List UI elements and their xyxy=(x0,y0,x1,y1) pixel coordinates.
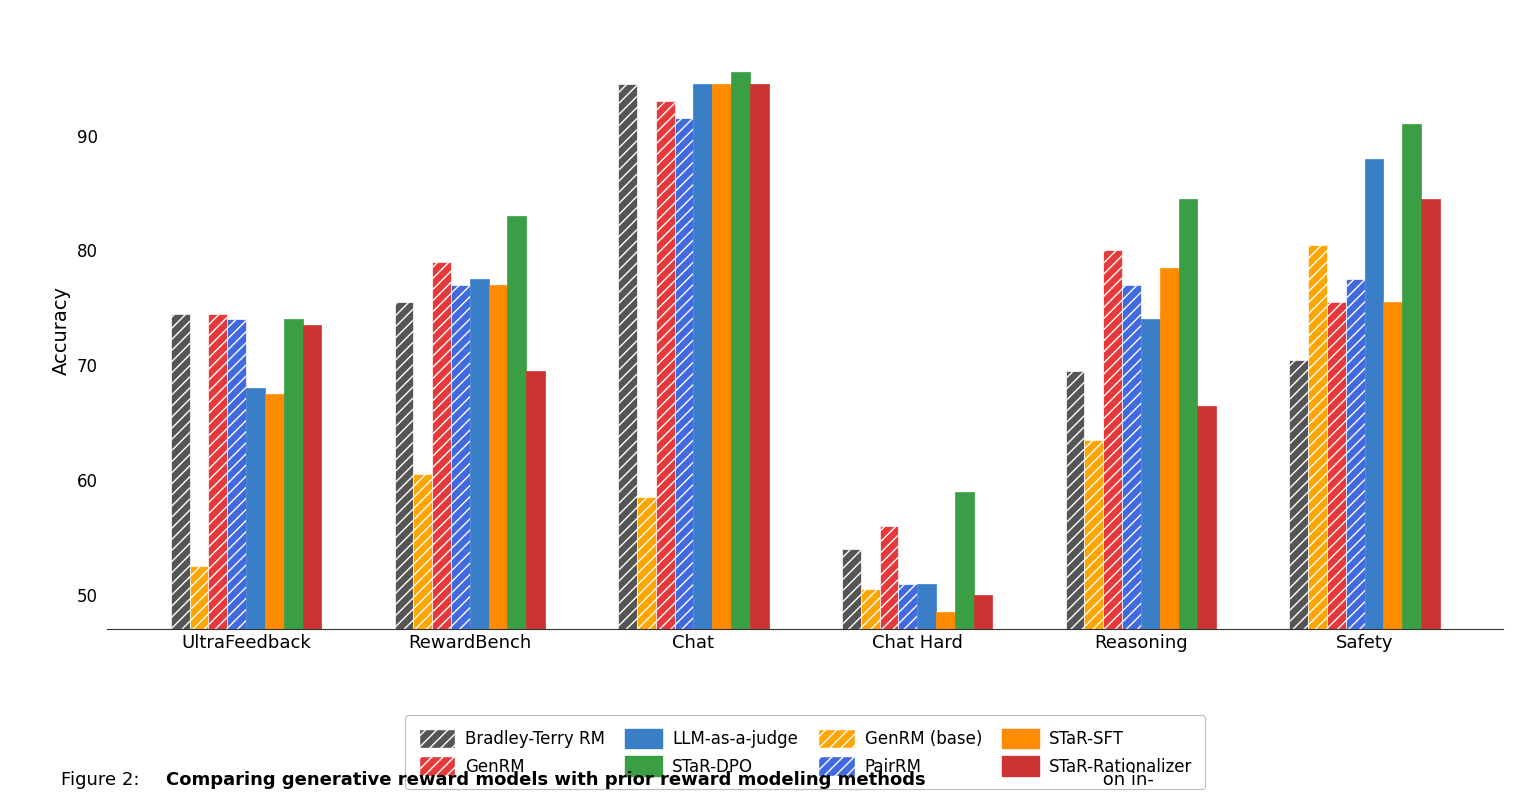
Bar xyxy=(693,84,712,807)
Bar xyxy=(209,314,227,807)
Bar xyxy=(954,491,974,807)
Bar xyxy=(1309,245,1327,807)
Bar xyxy=(433,262,451,807)
Bar xyxy=(1384,302,1402,807)
Bar xyxy=(284,320,302,807)
Bar xyxy=(732,73,750,807)
Bar xyxy=(675,119,693,807)
Bar xyxy=(1365,159,1384,807)
Bar xyxy=(302,325,321,807)
Bar xyxy=(245,388,265,807)
Bar xyxy=(618,84,637,807)
Bar xyxy=(917,583,936,807)
Bar xyxy=(750,84,769,807)
Legend: Bradley-Terry RM, GenRM, LLM-as-a-judge, STaR-DPO, GenRM (base), PairRM, STaR-SF: Bradley-Terry RM, GenRM, LLM-as-a-judge,… xyxy=(405,716,1206,789)
Y-axis label: Accuracy: Accuracy xyxy=(52,286,71,375)
Bar xyxy=(842,549,861,807)
Bar xyxy=(170,314,190,807)
Bar xyxy=(227,320,245,807)
Bar xyxy=(1345,279,1365,807)
Text: on in-: on in- xyxy=(1097,771,1154,788)
Bar xyxy=(1121,285,1141,807)
Text: Figure 2:: Figure 2: xyxy=(61,771,140,788)
Bar xyxy=(469,279,489,807)
Bar xyxy=(861,589,879,807)
Bar xyxy=(936,613,954,807)
Bar xyxy=(265,394,284,807)
Bar xyxy=(712,84,732,807)
Bar xyxy=(974,595,992,807)
Bar xyxy=(1085,440,1103,807)
Bar xyxy=(637,497,657,807)
Bar xyxy=(526,371,545,807)
Bar xyxy=(1198,405,1216,807)
Bar xyxy=(1141,320,1160,807)
Bar xyxy=(657,101,675,807)
Bar xyxy=(508,216,526,807)
Bar xyxy=(1160,268,1178,807)
Bar xyxy=(489,285,508,807)
Bar xyxy=(1402,124,1420,807)
Text: Comparing generative reward models with prior reward modeling methods: Comparing generative reward models with … xyxy=(166,771,925,788)
Bar xyxy=(394,302,413,807)
Bar xyxy=(1290,360,1309,807)
Bar xyxy=(1420,199,1440,807)
Bar xyxy=(879,526,899,807)
Bar xyxy=(451,285,469,807)
Bar xyxy=(413,475,433,807)
Bar xyxy=(1066,371,1085,807)
Bar xyxy=(1327,302,1345,807)
Bar xyxy=(1103,250,1121,807)
Bar xyxy=(190,567,209,807)
Bar xyxy=(1178,199,1198,807)
Bar xyxy=(899,583,917,807)
